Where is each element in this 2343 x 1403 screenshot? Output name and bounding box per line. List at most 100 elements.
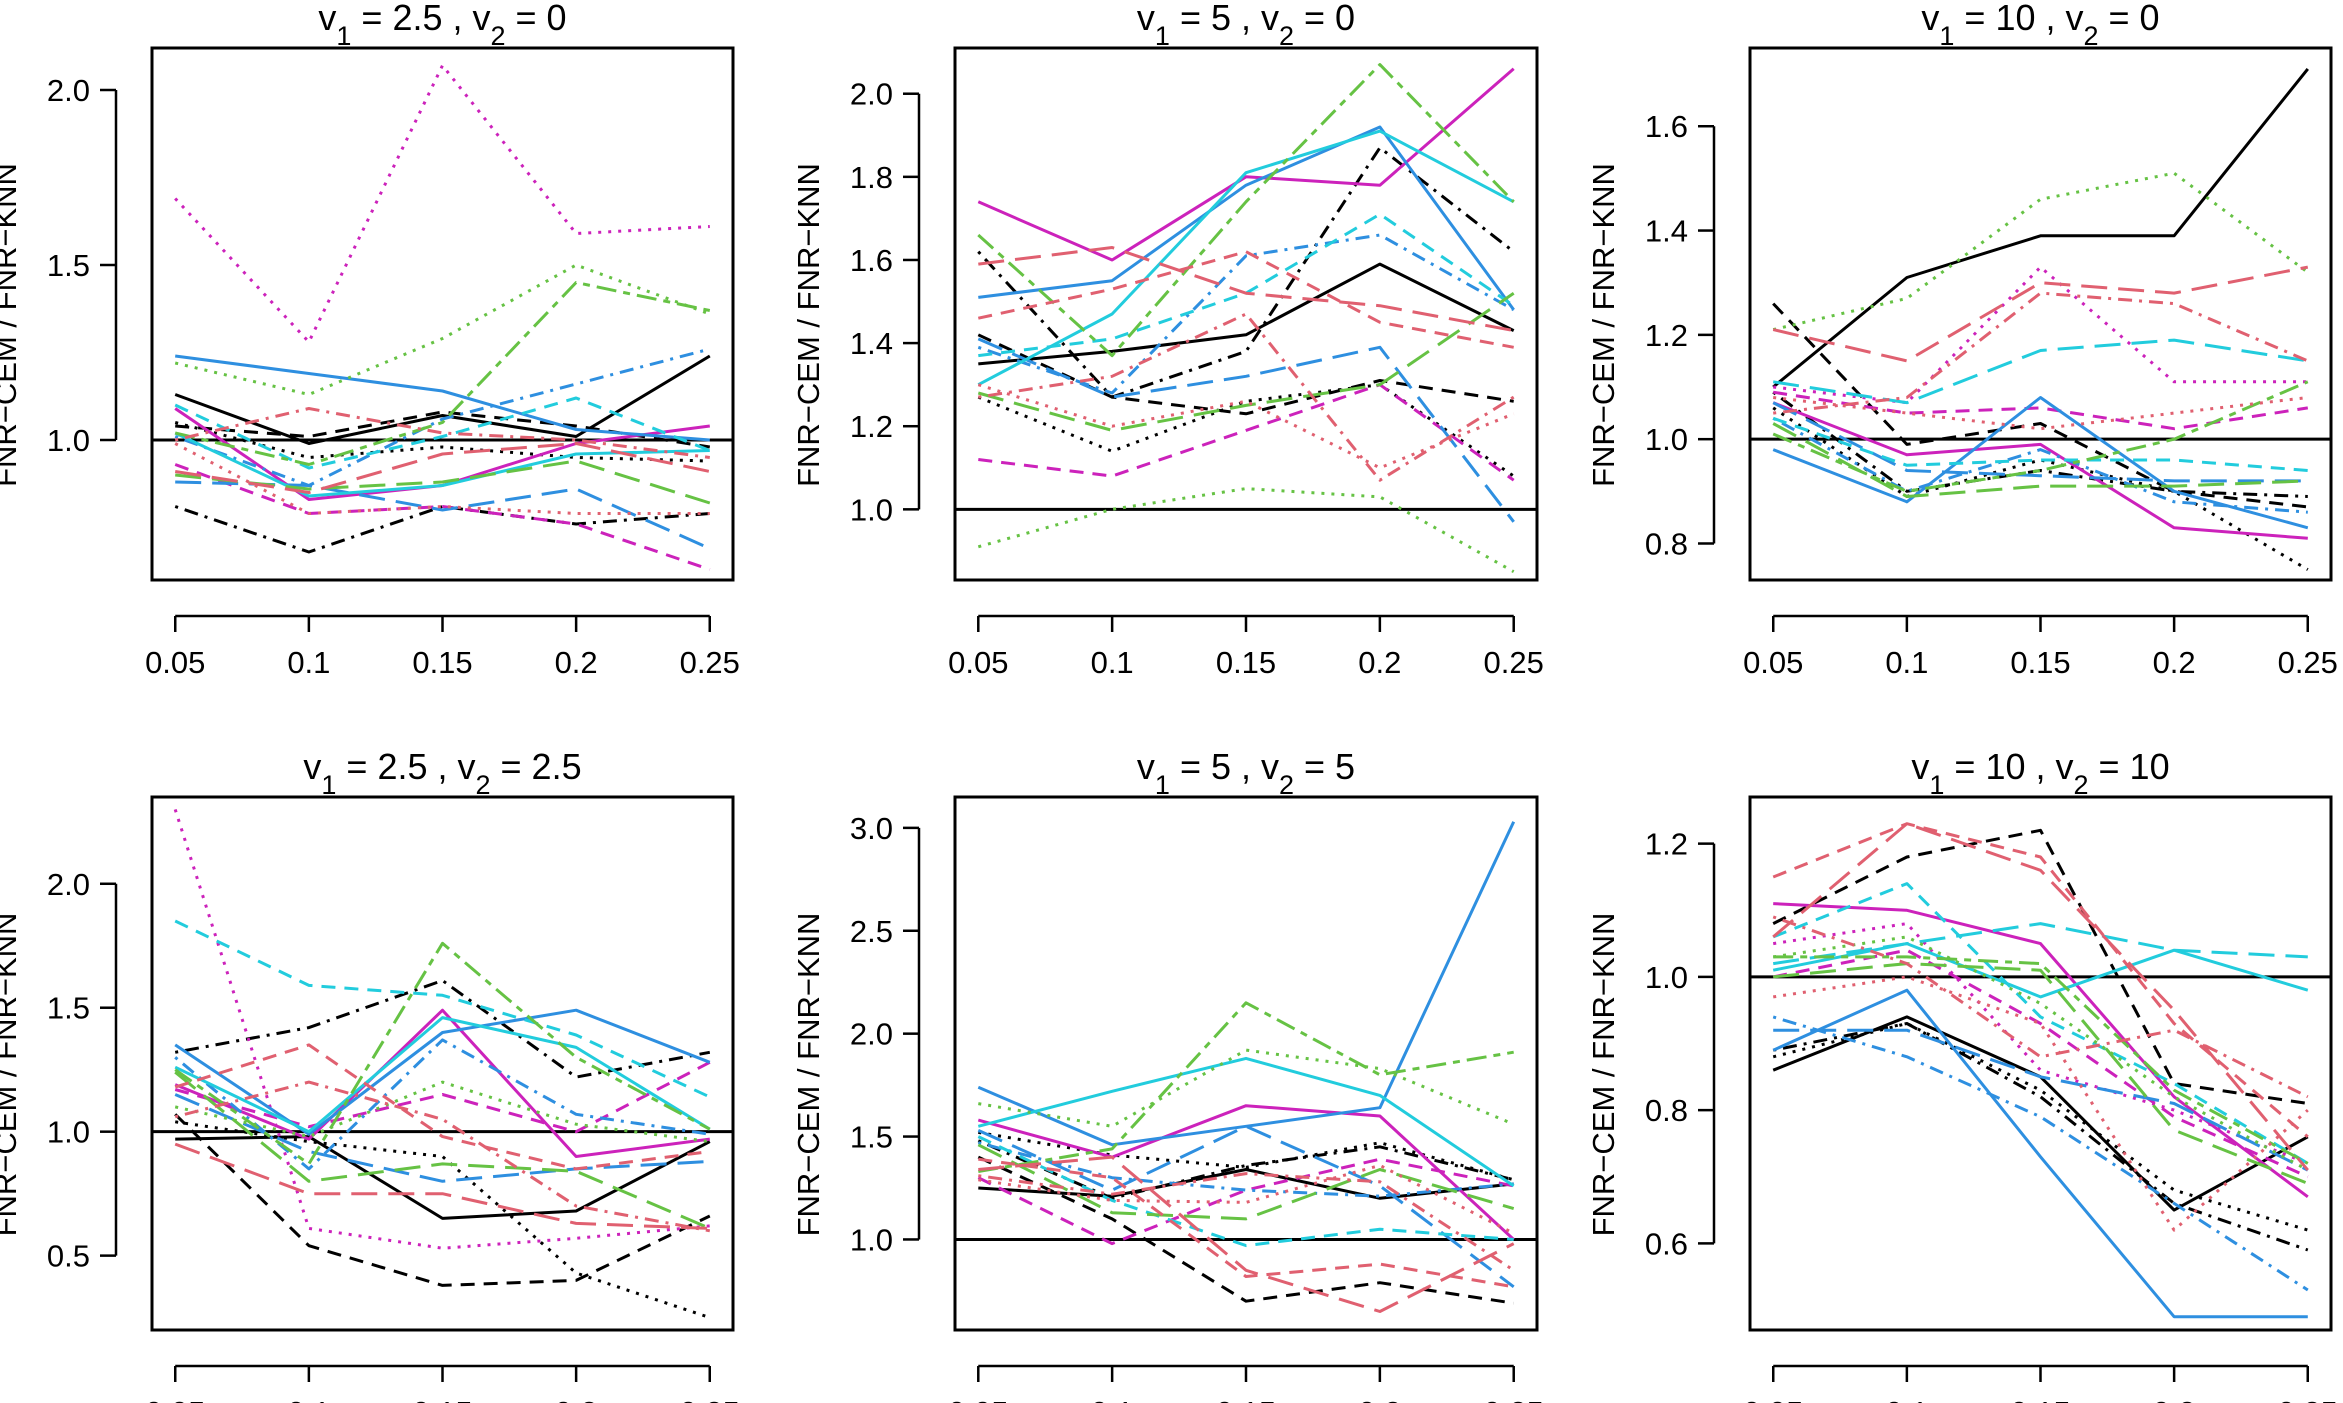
- y-tick-label: 1.0: [850, 492, 893, 527]
- series-line-12: [174, 396, 711, 470]
- series-line-9: [977, 1124, 1515, 1288]
- plot-frame: [953, 46, 1539, 582]
- series-line-2: [977, 146, 1515, 399]
- series-line-6: [174, 64, 710, 344]
- x-tick-label: 0.15: [2010, 1395, 2070, 1403]
- series-line-7: [174, 1060, 711, 1134]
- series-line-18: [1772, 822, 2309, 1138]
- x-tick-label: 0.05: [1743, 1395, 1803, 1403]
- series-line-3: [1772, 1022, 2309, 1232]
- x-tick-label: 0.2: [1358, 645, 1401, 680]
- x-tick-label: 0.15: [1216, 1395, 1276, 1403]
- series-line-15: [978, 246, 1514, 333]
- y-tick-label: 0.8: [1645, 1093, 1688, 1128]
- x-tick-label: 0.2: [555, 645, 598, 680]
- y-axis-title: FNR−CEM / FNR−KNN: [0, 913, 23, 1237]
- x-tick-label: 0.1: [1885, 1395, 1928, 1403]
- y-tick-label: 3.0: [850, 811, 893, 846]
- series-line-11: [174, 1016, 711, 1134]
- x-tick-label: 0.05: [145, 645, 205, 680]
- series-line-12: [977, 63, 1515, 358]
- x-tick-label: 0.05: [145, 1395, 205, 1403]
- series-line-16: [174, 1142, 710, 1230]
- x-axis: 0.05 0.1 0.15 0.2 0.25: [1743, 614, 2338, 680]
- x-tick-label: 0.2: [555, 1395, 598, 1403]
- panel-title: v1 = 2.5 , v2 = 2.5: [303, 746, 581, 800]
- plot-frame: [1748, 46, 2333, 582]
- series-line-12: [978, 1001, 1514, 1173]
- series-line-1: [175, 1135, 711, 1220]
- x-tick-label: 0.2: [2153, 645, 2196, 680]
- series-line-17: [174, 442, 710, 515]
- series-line-17: [978, 1163, 1515, 1235]
- series-line-11: [1772, 338, 2309, 405]
- chart-panel-5: 0.05 0.1 0.15 0.2 0.25 1.0 1.5 2.0 2.5 3.0 FNR−CEM…: [791, 746, 1544, 1403]
- chart-panel-2: 0.05 0.1 0.15 0.2 0.25 1.0 1.2 1.4 1.6 1.8 2.0 FNR−…: [791, 0, 1544, 680]
- y-tick-label: 1.0: [850, 1222, 893, 1257]
- series-line-17: [174, 1043, 710, 1171]
- series-line-10: [1773, 1028, 2309, 1172]
- series-line-15: [1772, 380, 2309, 493]
- series-line-14: [1772, 422, 2308, 498]
- series-group: [1772, 67, 2309, 571]
- y-tick-label: 1.0: [1645, 960, 1688, 995]
- series-group: [173, 808, 711, 1320]
- panel-title: v1 = 2.5 , v2 = 0: [318, 0, 566, 51]
- plot-frame: [953, 795, 1539, 1332]
- y-axis: 0.5 1.0 1.5 2.0: [47, 867, 118, 1274]
- series-line-15: [978, 1155, 1515, 1313]
- series-group: [977, 63, 1515, 574]
- series-line-5: [1773, 902, 2309, 1199]
- x-tick-label: 0.1: [1091, 645, 1134, 680]
- x-axis: 0.05 0.1 0.15 0.2 0.25: [948, 614, 1544, 680]
- y-tick-label: 1.0: [47, 423, 90, 458]
- series-line-8: [175, 354, 710, 442]
- x-tick-label: 0.25: [1484, 1395, 1544, 1403]
- series-line-2: [174, 1113, 711, 1287]
- x-tick-label: 0.05: [948, 1395, 1008, 1403]
- series-line-10: [977, 1056, 1515, 1188]
- series-line-9: [1772, 401, 2308, 483]
- series-line-18: [978, 1172, 1515, 1272]
- series-line-7: [174, 463, 711, 571]
- series-line-13: [1772, 171, 2309, 332]
- series-line-8: [977, 1141, 1514, 1198]
- series-line-5: [977, 1104, 1515, 1241]
- x-tick-label: 0.25: [680, 645, 740, 680]
- series-line-7: [1772, 390, 2309, 431]
- series-line-14: [977, 291, 1515, 432]
- series-line-14: [174, 1071, 711, 1230]
- chart-panel-3: 0.05 0.1 0.15 0.2 0.25 0.8 1.0 1.2 1.4 1.6 FNR−CEM…: [1586, 0, 2338, 680]
- y-tick-label: 1.4: [1645, 214, 1688, 249]
- series-line-5: [1772, 401, 2308, 540]
- series-line-3: [978, 1130, 1515, 1182]
- series-line-2: [175, 410, 711, 449]
- series-line-5: [977, 67, 1515, 262]
- series-line-13: [174, 263, 711, 396]
- x-axis: 0.05 0.1 0.15 0.2 0.25: [1743, 1364, 2338, 1403]
- series-line-16: [978, 1157, 1514, 1289]
- y-tick-label: 2.5: [850, 914, 893, 949]
- series-line-13: [174, 941, 711, 1166]
- y-tick-label: 2.0: [47, 73, 90, 108]
- series-line-12: [174, 919, 711, 1099]
- y-axis: 1.0 1.2 1.4 1.6 1.8 2.0: [850, 77, 921, 527]
- series-line-17: [1772, 822, 2309, 1172]
- series-line-2: [977, 1155, 1514, 1305]
- y-axis-title: FNR−CEM / FNR−KNN: [791, 163, 826, 487]
- series-line-4: [1772, 1022, 2309, 1252]
- series-line-1: [174, 354, 711, 445]
- y-tick-label: 1.6: [1645, 109, 1688, 144]
- y-tick-label: 0.6: [1645, 1226, 1688, 1261]
- x-tick-label: 0.1: [287, 645, 330, 680]
- y-axis: 0.6 0.8 1.0 1.2: [1645, 827, 1716, 1261]
- series-line-18: [174, 1080, 711, 1233]
- y-tick-label: 1.5: [47, 991, 90, 1026]
- series-line-14: [174, 281, 711, 466]
- y-axis: 1.0 1.5 2.0: [47, 73, 118, 458]
- series-line-15: [174, 1080, 710, 1144]
- y-axis: 1.0 1.5 2.0 2.5 3.0: [850, 811, 921, 1257]
- y-tick-label: 1.6: [850, 243, 893, 278]
- y-axis-title: FNR−CEM / FNR−KNN: [791, 913, 826, 1237]
- x-tick-label: 0.05: [1743, 645, 1803, 680]
